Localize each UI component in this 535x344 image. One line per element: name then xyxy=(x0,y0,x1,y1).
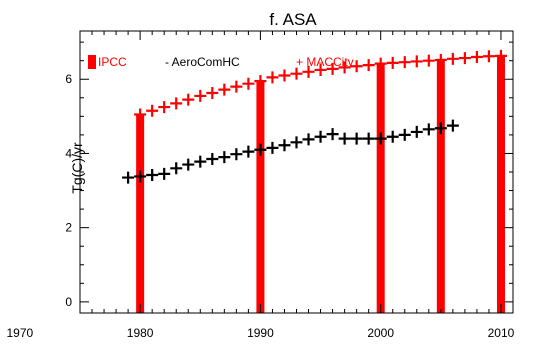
series-layer xyxy=(122,49,507,184)
maccity-point xyxy=(194,89,207,102)
aerocomhc-point xyxy=(206,153,219,166)
maccity-point xyxy=(434,53,447,66)
y-axis-label: Tg(C)/yr xyxy=(69,142,85,194)
legend-maccity-label: + MACCity xyxy=(296,55,354,69)
maccity-point xyxy=(158,101,171,114)
aerocomhc-point xyxy=(326,128,339,141)
aerocomhc-point xyxy=(230,148,243,161)
maccity-point xyxy=(242,77,255,90)
maccity-point xyxy=(482,50,495,63)
aerocomhc-point xyxy=(386,130,399,143)
ipcc-bar xyxy=(136,114,145,313)
aerocomhc-point xyxy=(218,151,231,164)
aerocomhc-point xyxy=(254,143,267,156)
aerocomhc-point xyxy=(266,141,279,154)
aerocomhc-point xyxy=(374,132,387,145)
aerocomhc-point xyxy=(422,123,435,136)
maccity-point xyxy=(278,69,291,82)
ipcc-bar xyxy=(436,58,445,313)
maccity-point xyxy=(422,54,435,67)
legend-aerocomhc-label: - AeroComHC xyxy=(165,55,240,69)
maccity-point xyxy=(170,97,183,110)
aerocomhc-point xyxy=(122,171,135,184)
maccity-point xyxy=(458,52,471,65)
ipcc-bar xyxy=(496,55,505,314)
y-tick-label: 0 xyxy=(65,295,72,309)
aerocomhc-point xyxy=(194,155,207,168)
maccity-point xyxy=(446,52,459,65)
maccity-point xyxy=(386,56,399,69)
aerocomhc-point xyxy=(182,158,195,171)
aerocomhc-point xyxy=(314,130,327,143)
maccity-point xyxy=(230,80,243,93)
aerocomhc-point xyxy=(146,168,159,181)
aerocomhc-point xyxy=(362,132,375,145)
maccity-point xyxy=(302,65,315,78)
maccity-point xyxy=(362,59,375,72)
maccity-point xyxy=(470,50,483,63)
aerocomhc-point xyxy=(158,167,171,180)
aerocomhc-point xyxy=(410,125,423,138)
aerocomhc-point xyxy=(278,139,291,152)
maccity-point xyxy=(410,55,423,68)
aerocomhc-point xyxy=(398,128,411,141)
maccity-point xyxy=(218,83,231,96)
maccity-point xyxy=(326,62,339,75)
maccity-point xyxy=(146,104,159,117)
maccity-point xyxy=(314,63,327,76)
x-tick-label: 1990 xyxy=(247,326,274,340)
x-tick-label: 1970 xyxy=(7,326,34,340)
x-tick-label: 1980 xyxy=(127,326,154,340)
maccity-point xyxy=(374,57,387,70)
ticks-layer: 1970 1980 1990 2000 2010 0 2 4 6 xyxy=(7,31,515,340)
aerocomhc-point xyxy=(134,170,147,183)
aerocomhc-point xyxy=(170,162,183,175)
x-tick-label: 2000 xyxy=(367,326,394,340)
ipcc-bar xyxy=(256,81,265,313)
maccity-point xyxy=(182,93,195,106)
aerocomhc-point xyxy=(350,132,363,145)
aerocomhc-point xyxy=(446,119,459,132)
aerocomhc-point xyxy=(242,145,255,158)
maccity-point xyxy=(350,60,363,73)
aerocomhc-point xyxy=(290,136,303,149)
legend-ipcc-swatch xyxy=(88,55,96,69)
y-tick-label: 6 xyxy=(65,72,72,86)
x-tick-label: 2010 xyxy=(488,326,515,340)
maccity-point xyxy=(134,108,147,121)
maccity-point xyxy=(338,61,351,74)
aerocomhc-point xyxy=(338,132,351,145)
maccity-point xyxy=(266,71,279,84)
aerocomhc-point xyxy=(434,122,447,135)
y-tick-label: 4 xyxy=(65,146,72,160)
legend: IPCC - AeroComHC + MACCity xyxy=(88,55,354,69)
ipcc-bar xyxy=(376,62,385,313)
bars-layer xyxy=(136,55,505,314)
maccity-point xyxy=(254,75,267,88)
maccity-point xyxy=(398,56,411,69)
chart-title: f. ASA xyxy=(269,10,317,29)
y-tick-label: 2 xyxy=(65,221,72,235)
maccity-point xyxy=(206,86,219,99)
legend-ipcc-label: IPCC xyxy=(98,55,127,69)
maccity-point xyxy=(494,49,507,62)
aerocomhc-point xyxy=(302,133,315,146)
maccity-point xyxy=(290,67,303,80)
